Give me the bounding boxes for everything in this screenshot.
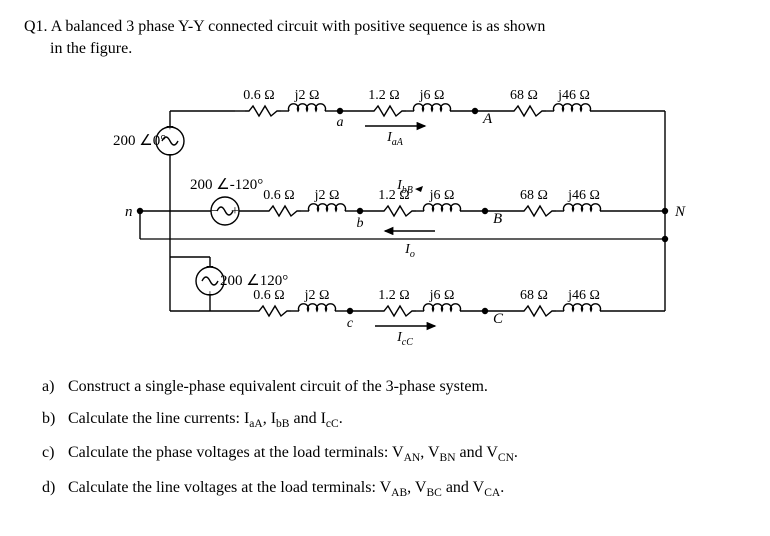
svg-text:j6 Ω: j6 Ω (419, 88, 445, 103)
svg-text:j2 Ω: j2 Ω (304, 288, 330, 303)
part-b: b) Calculate the line currents: IaA, IbB… (42, 407, 746, 433)
svg-text:+: + (231, 204, 239, 219)
question-text-1: A balanced 3 phase Y-Y connected circuit… (51, 18, 546, 35)
svg-text:C: C (493, 311, 504, 327)
svg-text:B: B (493, 211, 502, 227)
svg-text:68 Ω: 68 Ω (520, 188, 548, 203)
part-b-text: Calculate the line currents: IaA, IbB an… (68, 410, 343, 427)
svg-text:N: N (674, 204, 686, 220)
part-a: a) Construct a single-phase equivalent c… (42, 375, 746, 399)
svg-text:n: n (125, 204, 133, 220)
svg-text:200 ∠120°: 200 ∠120° (220, 273, 288, 289)
svg-text:A: A (482, 111, 493, 127)
svg-text:0.6 Ω: 0.6 Ω (253, 288, 284, 303)
svg-text:a: a (337, 115, 344, 130)
svg-text:200 ∠0°: 200 ∠0° (113, 133, 166, 149)
svg-text:1.2 Ω: 1.2 Ω (378, 288, 409, 303)
svg-text:IaA: IaA (386, 130, 404, 148)
svg-text:j2 Ω: j2 Ω (314, 188, 340, 203)
part-d-label: d) (42, 476, 64, 500)
svg-text:IcC: IcC (396, 330, 413, 348)
svg-text:Io: Io (404, 242, 415, 260)
svg-text:c: c (347, 316, 354, 331)
part-a-text: Construct a single-phase equivalent circ… (68, 378, 488, 395)
svg-text:b: b (357, 216, 364, 231)
svg-text:200 ∠-120°: 200 ∠-120° (190, 177, 263, 193)
question-number: Q1. (24, 18, 48, 35)
part-c-text: Calculate the phase voltages at the load… (68, 444, 518, 461)
part-d-text: Calculate the line voltages at the load … (68, 479, 504, 496)
svg-text:68 Ω: 68 Ω (520, 288, 548, 303)
svg-text:0.6 Ω: 0.6 Ω (263, 188, 294, 203)
svg-text:j46 Ω: j46 Ω (567, 288, 600, 303)
subparts-list: a) Construct a single-phase equivalent c… (24, 375, 746, 502)
svg-text:j2 Ω: j2 Ω (294, 88, 320, 103)
svg-text:j6 Ω: j6 Ω (429, 188, 455, 203)
svg-text:1.2 Ω: 1.2 Ω (368, 88, 399, 103)
question-text-2: in the figure. (50, 38, 746, 60)
svg-text:j46 Ω: j46 Ω (567, 188, 600, 203)
circuit-diagram: + − 200 ∠0° − + 200 ∠-120° + − 200 ∠120°… (65, 71, 705, 361)
svg-text:0.6 Ω: 0.6 Ω (243, 88, 274, 103)
svg-text:68 Ω: 68 Ω (510, 88, 538, 103)
svg-text:j6 Ω: j6 Ω (429, 288, 455, 303)
part-c: c) Calculate the phase voltages at the l… (42, 441, 746, 467)
part-d: d) Calculate the line voltages at the lo… (42, 476, 746, 502)
svg-text:−: − (211, 204, 219, 219)
part-c-label: c) (42, 441, 64, 465)
svg-text:+: + (206, 288, 214, 303)
part-b-label: b) (42, 407, 64, 431)
svg-text:−: − (166, 148, 174, 163)
svg-text:j46 Ω: j46 Ω (557, 88, 590, 103)
question-header: Q1. A balanced 3 phase Y-Y connected cir… (24, 16, 746, 61)
part-a-label: a) (42, 375, 64, 399)
